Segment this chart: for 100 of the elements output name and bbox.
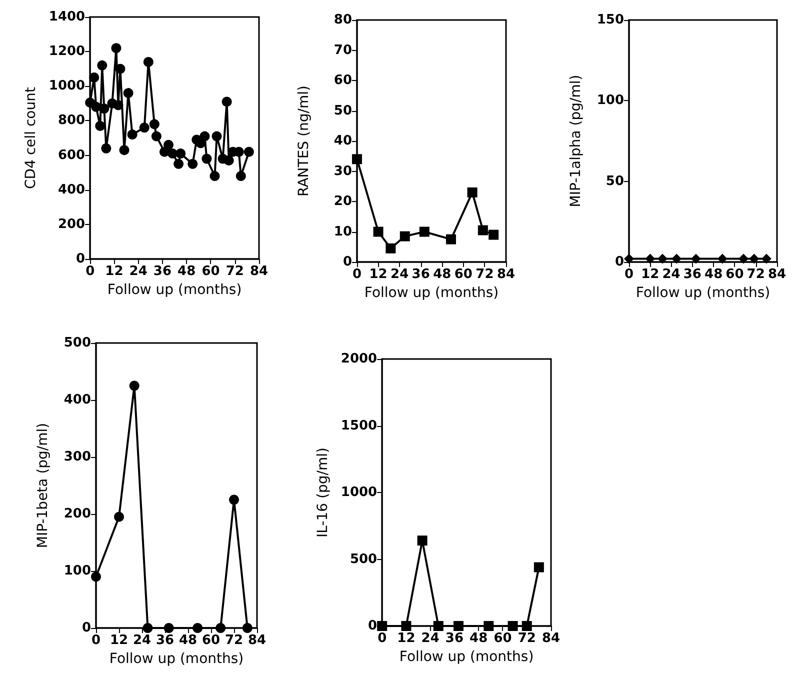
x-tick-label: 72	[746, 267, 765, 282]
point	[210, 171, 220, 182]
x-tick-label: 24	[132, 633, 152, 648]
point	[101, 143, 112, 154]
y-tick-label: 0	[368, 618, 378, 634]
y-axis-title: MIP-1alpha (pg/ml)	[568, 74, 584, 208]
point	[139, 122, 150, 133]
y-axis-title: IL-16 (pg/ml)	[315, 448, 331, 538]
point	[386, 243, 396, 254]
point	[111, 43, 122, 54]
x-tick-label: 84	[496, 267, 516, 282]
point	[113, 100, 124, 110]
y-tick-label: 800	[58, 113, 86, 128]
point	[114, 512, 124, 522]
x-tick-label: 24	[129, 264, 148, 279]
point	[149, 119, 160, 130]
point	[95, 120, 106, 131]
point	[242, 623, 252, 633]
x-tick-label: 12	[369, 267, 388, 282]
point	[127, 130, 138, 140]
point	[373, 226, 384, 237]
point	[401, 621, 412, 631]
point	[222, 96, 232, 107]
x-axis-title: Follow up (months)	[107, 282, 242, 298]
point	[115, 64, 126, 74]
point	[188, 158, 198, 169]
point	[446, 234, 456, 244]
y-tick-label: 0	[76, 252, 86, 266]
y-tick-label: 60	[334, 73, 352, 88]
x-tick-label: 0	[624, 267, 634, 282]
x-tick-label: 36	[153, 264, 172, 279]
point	[99, 104, 110, 114]
x-tick-label: 36	[445, 631, 464, 646]
x-tick-label: 36	[156, 633, 174, 648]
y-tick-label: 80	[334, 12, 352, 28]
x-tick-label: 60	[202, 264, 220, 279]
point	[212, 131, 222, 142]
y-tick-label: 400	[58, 182, 86, 198]
x-tick-label: 84	[250, 264, 268, 279]
point	[224, 155, 234, 166]
y-tick-label: 400	[64, 392, 91, 408]
y-tick-label: 1000	[48, 78, 86, 94]
x-tick-label: 60	[454, 267, 472, 282]
point	[123, 88, 134, 98]
point	[352, 154, 362, 164]
y-tick-label: 20	[334, 194, 352, 209]
point	[400, 231, 410, 242]
point	[176, 148, 186, 159]
y-tick-label: 10	[334, 224, 352, 240]
point	[202, 154, 212, 164]
y-tick-label: 1500	[340, 418, 378, 434]
y-tick-label: 150	[596, 12, 624, 28]
x-tick-label: 60	[202, 633, 220, 648]
y-tick-label: 40	[334, 134, 352, 148]
point	[229, 494, 239, 505]
x-tick-label: 0	[91, 633, 101, 648]
y-tick-label: 30	[334, 164, 352, 179]
x-tick-label: 36	[683, 267, 702, 282]
y-tick-label: 200	[58, 216, 86, 232]
point	[142, 623, 153, 633]
point	[534, 562, 544, 572]
point	[192, 623, 203, 633]
point	[419, 226, 430, 237]
x-tick-label: 84	[248, 633, 266, 648]
x-tick-label: 72	[476, 267, 494, 282]
x-tick-label: 72	[224, 633, 244, 648]
y-tick-label: 100	[596, 93, 624, 108]
x-tick-label: 12	[110, 633, 128, 648]
y-tick-label: 2000	[340, 352, 378, 366]
point	[200, 131, 210, 142]
point	[89, 72, 100, 82]
y-tick-label: 1000	[340, 485, 378, 500]
y-axis-title: MIP-1beta (pg/ml)	[35, 422, 51, 548]
x-tick-label: 72	[518, 631, 536, 646]
y-tick-label: 0	[342, 254, 352, 270]
point	[488, 230, 499, 240]
x-tick-label: 48	[178, 633, 198, 648]
point	[143, 56, 154, 67]
x-axis-title: Follow up (months)	[636, 285, 770, 301]
y-tick-label: 50	[606, 174, 624, 189]
point	[119, 145, 130, 156]
point	[164, 140, 174, 150]
y-axis-title: RANTES (ng/ml)	[296, 86, 312, 196]
x-tick-label: 72	[226, 264, 244, 279]
point	[174, 158, 184, 169]
point	[91, 572, 101, 582]
y-tick-label: 500	[350, 552, 378, 567]
point	[91, 102, 102, 112]
x-tick-label: 60	[494, 631, 512, 646]
x-tick-label: 12	[397, 631, 416, 646]
x-tick-label: 48	[704, 267, 723, 282]
x-tick-label: 24	[662, 267, 680, 282]
y-tick-label: 70	[334, 42, 352, 58]
y-tick-label: 200	[64, 506, 91, 522]
point	[164, 623, 174, 633]
point	[484, 621, 494, 631]
x-tick-label: 36	[412, 267, 430, 282]
y-tick-label: 0	[82, 620, 91, 636]
point	[216, 623, 226, 633]
y-axis-title: CD4 cell count	[23, 86, 39, 189]
